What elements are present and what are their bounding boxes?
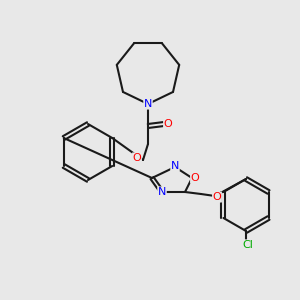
Text: O: O [133, 153, 141, 163]
Text: O: O [190, 173, 200, 183]
Text: N: N [171, 161, 179, 171]
Text: N: N [158, 187, 166, 197]
Text: O: O [164, 119, 172, 129]
Text: N: N [144, 99, 152, 109]
Text: O: O [213, 192, 221, 202]
Text: Cl: Cl [243, 240, 254, 250]
